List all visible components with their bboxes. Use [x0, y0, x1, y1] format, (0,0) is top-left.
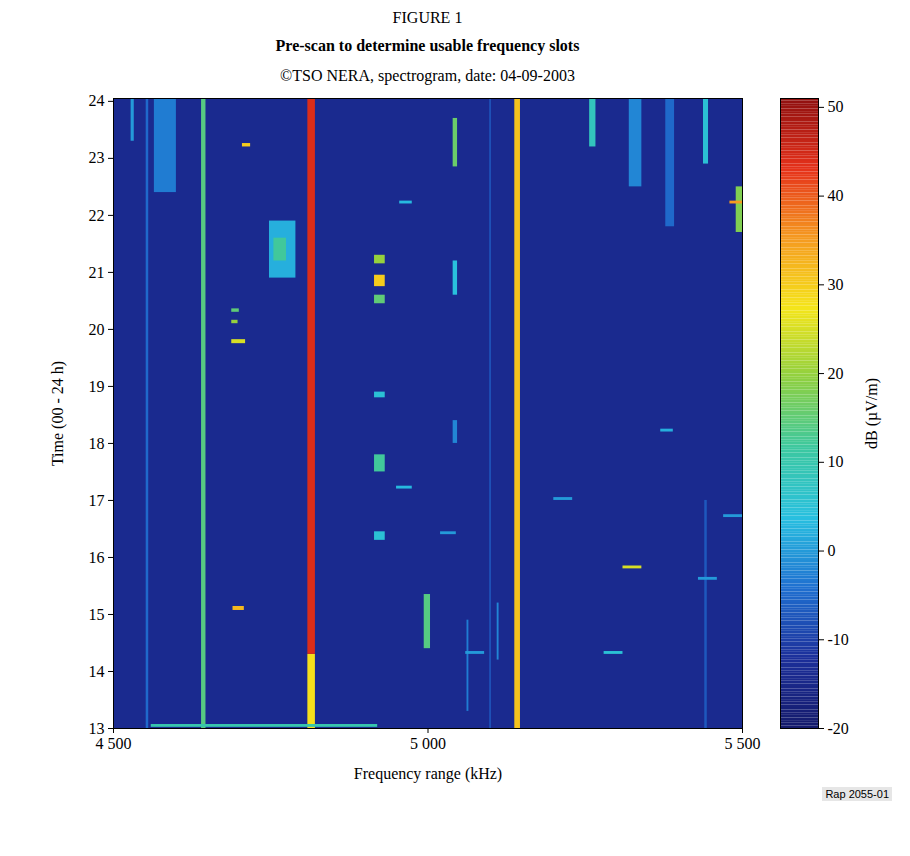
html-text:FIGURE 1: FIGURE 1	[392, 9, 463, 26]
svg-text:17: 17	[89, 492, 105, 509]
svg-text:40: 40	[828, 187, 844, 204]
svg-text:-20: -20	[828, 720, 849, 737]
svg-text:4 500: 4 500	[96, 735, 132, 752]
svg-text:5 500: 5 500	[725, 735, 761, 752]
html-text:Rap 2055-01: Rap 2055-01	[825, 788, 889, 800]
svg-text:18: 18	[89, 435, 105, 452]
svg-text:24: 24	[89, 92, 105, 109]
html-text:©TSO NERA, spectrogram, date:: ©TSO NERA, spectrogram, date: 04-09-2003	[280, 67, 575, 84]
svg-text:-10: -10	[828, 631, 849, 648]
svg-text:19: 19	[89, 378, 105, 395]
svg-text:20: 20	[89, 321, 105, 338]
svg-text:dB (µV/m): dB (µV/m)	[863, 378, 881, 449]
svg-text:15: 15	[89, 606, 105, 623]
svg-text:14: 14	[89, 663, 105, 680]
svg-text:Time (00 - 24 h): Time (00 - 24 h)	[49, 361, 67, 466]
svg-text:10: 10	[828, 453, 844, 470]
svg-text:20: 20	[828, 365, 844, 382]
svg-text:5 000: 5 000	[410, 735, 446, 752]
svg-text:13: 13	[88, 719, 105, 737]
svg-text:22: 22	[89, 206, 105, 223]
svg-text:23: 23	[89, 149, 105, 166]
svg-text:0: 0	[828, 542, 836, 559]
svg-text:21: 21	[89, 264, 105, 281]
html-text:Pre-scan to determine usable f: Pre-scan to determine usable frequency s…	[275, 37, 580, 54]
svg-text:16: 16	[89, 549, 105, 566]
svg-text:50: 50	[828, 98, 844, 115]
svg-text:30: 30	[828, 276, 844, 293]
svg-text:Frequency range (kHz): Frequency range (kHz)	[354, 765, 502, 783]
